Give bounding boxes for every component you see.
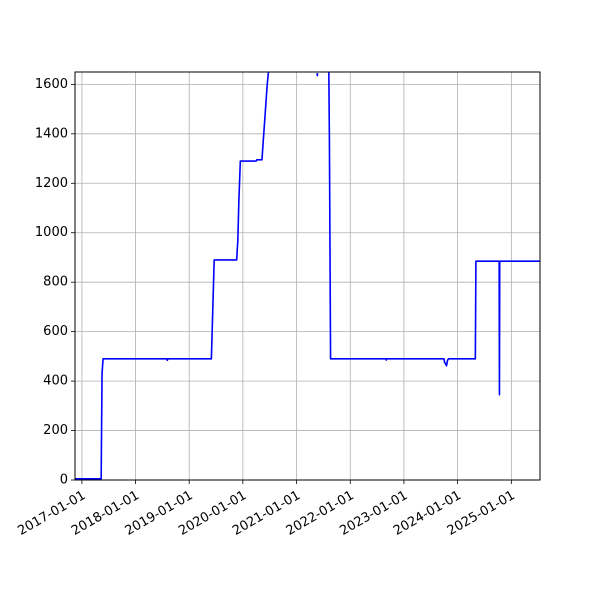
- series-lines: [75, 72, 540, 480]
- grid-lines: [75, 72, 540, 481]
- y-tick-label: 1400: [35, 126, 68, 141]
- y-tick-label: 1200: [35, 176, 68, 191]
- plot-frame: [74, 71, 541, 481]
- series-line: [75, 72, 270, 480]
- y-axis: 0 200 400 600 800 1000 1200 1400 1600: [35, 77, 75, 488]
- series-line: [328, 72, 540, 396]
- y-tick-label: 800: [43, 275, 68, 290]
- x-axis: 2017-01-012018-01-012019-01-012020-01-01…: [15, 480, 518, 539]
- y-tick-label: 0: [60, 473, 68, 488]
- y-tick-label: 1600: [35, 77, 68, 92]
- y-tick-label: 200: [43, 423, 68, 438]
- y-tick-label: 600: [43, 324, 68, 339]
- y-tick-label: 1000: [35, 225, 68, 240]
- series-line: [316, 73, 319, 77]
- y-tick-label: 400: [43, 374, 68, 389]
